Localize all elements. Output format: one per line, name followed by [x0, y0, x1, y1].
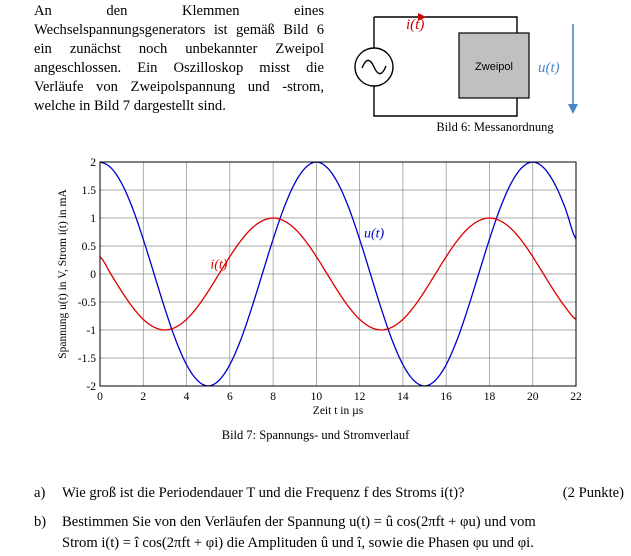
- x-tick-label-4: 8: [270, 391, 276, 403]
- task-b: b) Bestimmen Sie von den Verläufen der S…: [34, 513, 624, 553]
- x-tick-label-6: 12: [354, 391, 366, 403]
- y-tick-label-8: -2: [86, 381, 96, 393]
- two-terminal-box: [458, 32, 530, 99]
- voltage-current-chart: 0 2 4 6 8 10 12 14 16 18 20 2221.510.50-0.5-1-1.5-2…: [57, 157, 582, 417]
- chart-annotations: i(t) u(t): [210, 227, 384, 273]
- task-b-line1: Bestimmen Sie von den Verläufen der Span…: [62, 514, 536, 530]
- task-b-line2: Strom i(t) = î cos(2πft + φi) die Amplit…: [62, 535, 534, 551]
- current-label: i(t): [406, 17, 424, 33]
- y-tick-label-0: 2: [90, 157, 96, 169]
- y-tick-label-3: 0.5: [82, 241, 97, 253]
- x-tick-label-5: 10: [311, 391, 323, 403]
- figure7-caption: Bild 7: Spannungs- und Stromverlauf: [221, 428, 410, 442]
- task-b-label: b): [34, 514, 47, 530]
- series-line-1: [99, 217, 577, 331]
- y-axis-label: Spannung u(t) in V, Strom i(t) in mA: [57, 189, 69, 359]
- x-tick-label-1: 2: [140, 391, 146, 403]
- x-tick-label-8: 16: [440, 391, 452, 403]
- y-tick-label-5: -0.5: [78, 297, 96, 309]
- x-tick-label-0: 0: [97, 391, 103, 403]
- x-tick-label-2: 4: [184, 391, 190, 403]
- intro-paragraph: An den Klemmen eines Wechselspannungsgen…: [34, 3, 324, 114]
- x-tick-label-10: 20: [527, 391, 539, 403]
- wire-bottom: [373, 86, 518, 117]
- sine-wave-icon: [361, 59, 387, 75]
- task-a-text: Wie groß ist die Periodendauer T und die…: [62, 485, 465, 501]
- annotation-0: i(t): [210, 257, 227, 272]
- annotation-1: u(t): [364, 227, 385, 242]
- current-arrow-icon: [418, 13, 426, 21]
- figure6-caption: Bild 6: Messanordnung: [436, 120, 554, 134]
- task-a-points: (2 Punkte): [562, 485, 624, 501]
- x-tick-label-11: 22: [570, 391, 582, 403]
- y-tick-label-1: 1.5: [82, 185, 97, 197]
- wire-top: [374, 16, 518, 33]
- voltage-arrowhead-icon: [568, 104, 578, 114]
- task-a: a) Wie groß ist die Periodendauer T und …: [34, 484, 624, 504]
- task-a-label: a): [34, 485, 46, 501]
- y-tick-label-2: 1: [90, 213, 96, 225]
- chart-series: [99, 161, 577, 387]
- x-tick-label-3: 6: [227, 391, 233, 403]
- circuit-diagram: i(t) Zweipol u(t): [354, 13, 578, 117]
- plot-frame: [99, 161, 577, 387]
- y-tick-label-7: -1.5: [78, 353, 96, 365]
- series-line-0: [99, 161, 577, 387]
- x-tick-label-7: 14: [397, 391, 409, 403]
- x-tick-label-9: 18: [484, 391, 496, 403]
- x-axis-label: Zeit t in µs: [313, 405, 364, 417]
- voltage-label: u(t): [538, 60, 560, 76]
- two-terminal-label: Zweipol: [475, 61, 513, 73]
- y-tick-label-6: -1: [86, 325, 96, 337]
- y-tick-label-4: 0: [90, 269, 96, 281]
